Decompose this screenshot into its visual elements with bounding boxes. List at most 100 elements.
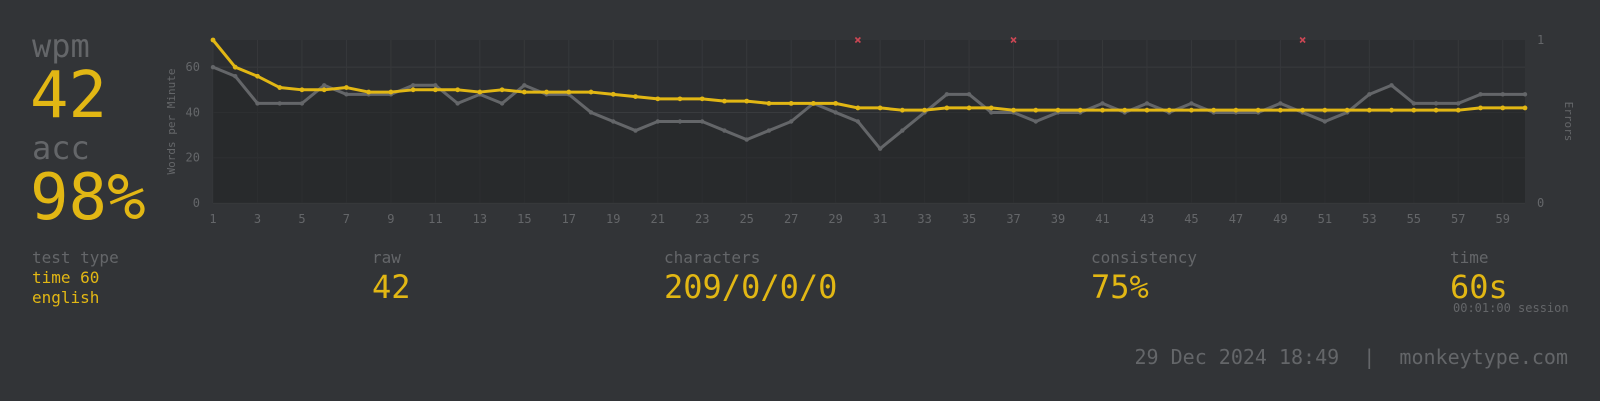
- wpm-point: [811, 100, 816, 106]
- time-block: time 60s: [1450, 248, 1508, 306]
- wpm-point: [344, 85, 349, 90]
- raw-point: [1500, 92, 1505, 97]
- y-tick-label: 20: [186, 151, 200, 165]
- y-tick-label: 60: [186, 60, 200, 74]
- raw-point: [744, 137, 749, 142]
- wpm-point: [588, 89, 594, 95]
- raw-point: [989, 110, 994, 115]
- consistency-label: consistency: [1091, 248, 1197, 267]
- wpm-point: [277, 85, 283, 90]
- wpm-point: [477, 89, 483, 95]
- raw-point: [1278, 101, 1283, 106]
- wpm-point: [1366, 107, 1372, 113]
- raw-point: [1322, 119, 1328, 124]
- wpm-point: [1144, 107, 1150, 113]
- x-tick-label: 35: [962, 212, 976, 226]
- raw-point: [766, 128, 772, 133]
- wpm-point: [1300, 107, 1306, 113]
- test-type-label: test type: [32, 248, 119, 267]
- wpm-point: [1433, 107, 1439, 113]
- raw-point: [1433, 101, 1439, 106]
- wpm-point: [655, 96, 661, 102]
- footer-site[interactable]: monkeytype.com: [1399, 345, 1568, 369]
- x-tick-label: 13: [473, 212, 487, 226]
- y2-tick-label: 0: [1537, 196, 1544, 210]
- test-type-mode: time 60: [32, 268, 100, 287]
- wpm-point: [1255, 107, 1261, 113]
- raw-point: [1100, 101, 1105, 106]
- raw-point: [277, 101, 282, 106]
- wpm-point: [1411, 107, 1417, 113]
- time-label: time: [1450, 248, 1489, 267]
- raw-value: 42: [372, 268, 411, 306]
- raw-point: [499, 101, 505, 106]
- characters-value: 209/0/0/0: [664, 268, 838, 306]
- x-tick-label: 17: [562, 212, 576, 226]
- x-tick-label: 1: [209, 212, 216, 226]
- raw-point: [677, 119, 683, 124]
- raw-point: [900, 128, 905, 133]
- y2-axis-title: Errors: [1562, 102, 1575, 142]
- raw-point: [1522, 92, 1528, 97]
- wpm-point: [299, 87, 305, 93]
- raw-point: [944, 92, 950, 97]
- wpm-point: [1189, 107, 1194, 113]
- wpm-point: [1500, 105, 1506, 111]
- wpm-value: 42: [30, 59, 108, 133]
- wpm-point: [566, 89, 572, 95]
- raw-point: [700, 119, 705, 124]
- y2-tick-label: 1: [1537, 33, 1544, 47]
- error-cross-b: [1010, 36, 1017, 44]
- wpm-point: [1077, 107, 1083, 113]
- wpm-point: [521, 89, 527, 95]
- x-tick-label: 29: [828, 212, 842, 226]
- characters-label: characters: [664, 248, 761, 267]
- x-tick-label: 33: [917, 212, 931, 226]
- wpm-point: [855, 105, 861, 111]
- raw-point: [855, 119, 861, 124]
- wpm-point: [1522, 105, 1528, 111]
- wpm-point: [210, 37, 216, 43]
- wpm-point: [633, 94, 638, 99]
- wpm-point: [1478, 105, 1483, 111]
- wpm-point: [899, 107, 905, 113]
- footer-date: 29 Dec 2024 18:49: [1134, 345, 1340, 369]
- wpm-point: [1033, 107, 1039, 113]
- consistency-block: consistency 75%: [1091, 248, 1197, 306]
- wpm-point: [833, 100, 839, 106]
- consistency-value: 75%: [1091, 268, 1149, 306]
- x-tick-label: 27: [784, 212, 798, 226]
- wpm-point: [1455, 107, 1461, 113]
- raw-point: [966, 92, 972, 97]
- x-tick-label: 47: [1229, 212, 1243, 226]
- raw-point: [1411, 101, 1417, 106]
- raw-point: [255, 101, 260, 106]
- x-tick-label: 25: [739, 212, 753, 226]
- raw-block: raw 42: [372, 248, 411, 306]
- wpm-point: [877, 105, 883, 111]
- acc-value: 98%: [30, 161, 146, 235]
- raw-point: [210, 64, 216, 70]
- error-marker: [854, 36, 861, 44]
- wpm-point: [922, 107, 927, 113]
- raw-point: [1389, 83, 1394, 88]
- raw-point: [1189, 101, 1194, 106]
- wpm-point: [1389, 107, 1394, 113]
- raw-point: [299, 101, 305, 106]
- wpm-point: [766, 100, 772, 106]
- raw-label: raw: [372, 248, 401, 267]
- x-tick-label: 19: [606, 212, 620, 226]
- wpm-point: [1211, 107, 1217, 113]
- wpm-point: [255, 73, 260, 79]
- wpm-point: [1344, 107, 1350, 113]
- wpm-point: [966, 105, 972, 111]
- wpm-point: [788, 100, 794, 106]
- test-type-language: english: [32, 288, 100, 307]
- raw-point: [588, 110, 594, 115]
- raw-point: [833, 110, 838, 115]
- x-tick-label: 11: [428, 212, 442, 226]
- x-tick-label: 3: [254, 212, 261, 226]
- wpm-point: [677, 96, 683, 102]
- wpm-point: [722, 98, 727, 104]
